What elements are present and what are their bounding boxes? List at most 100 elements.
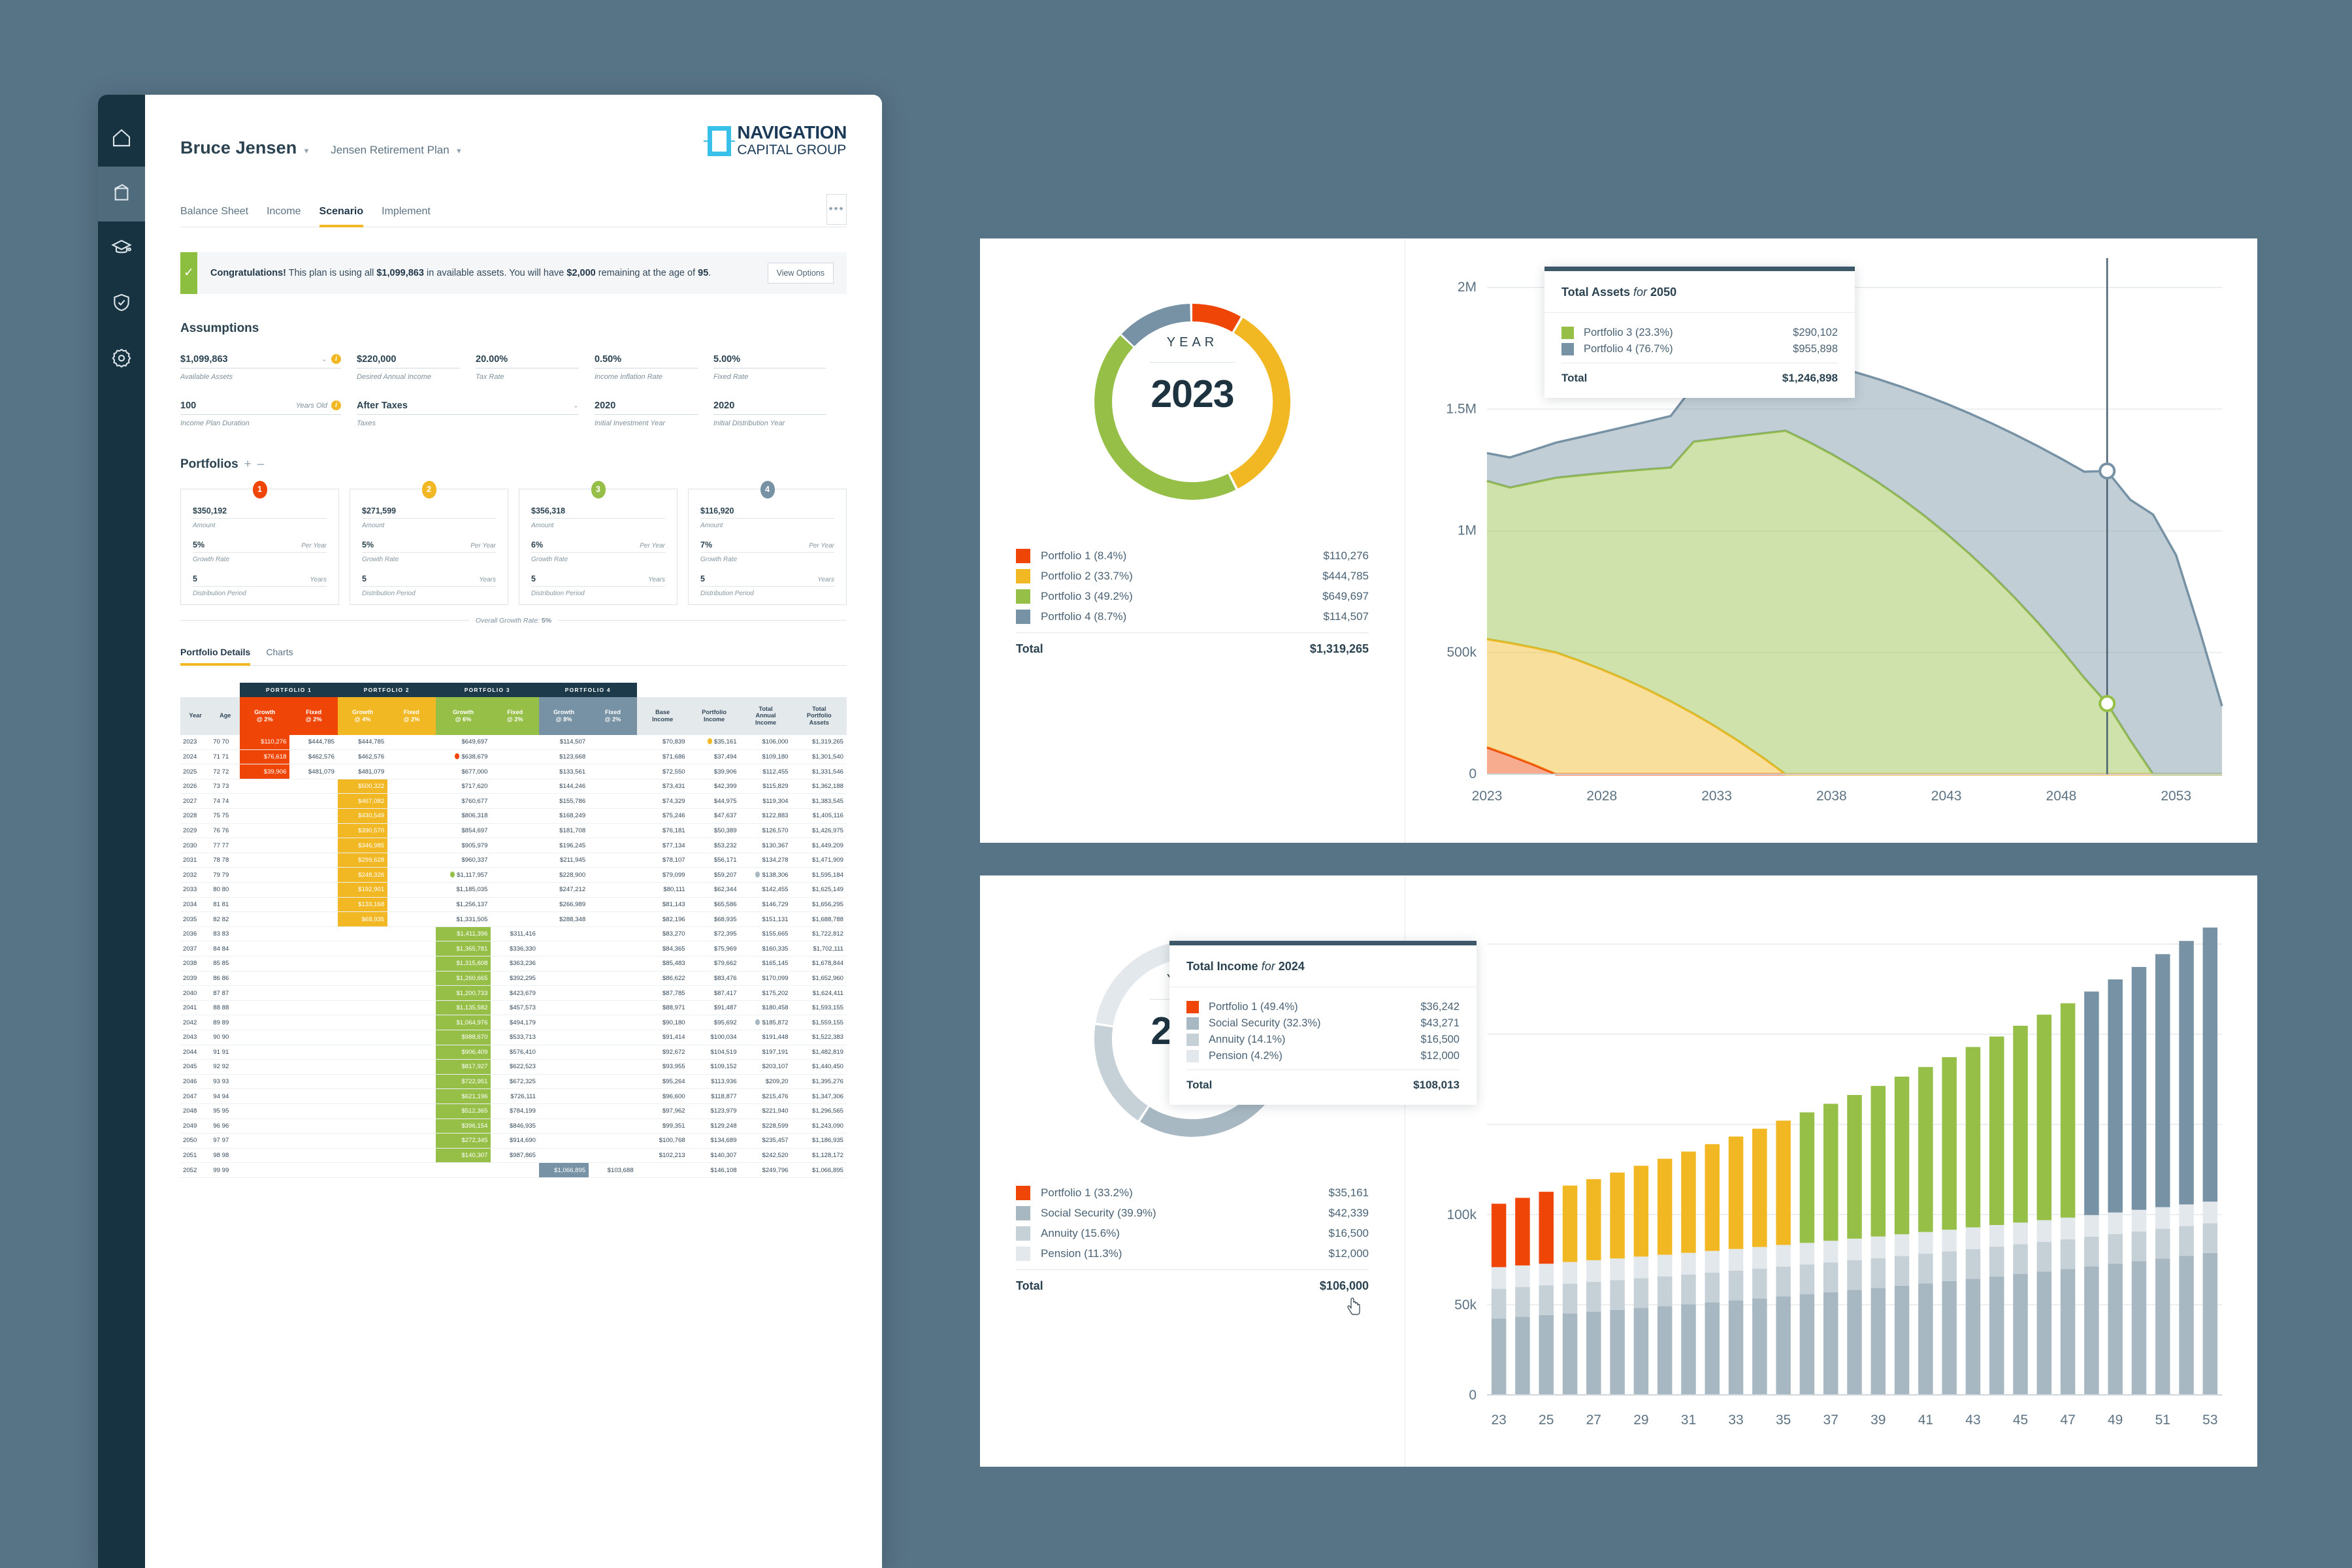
income-legend-item[interactable]: Portfolio 1 (33.2%) $35,161 — [1016, 1183, 1369, 1203]
portfolio-growth-field[interactable]: 6% Per Year Growth Rate — [531, 540, 665, 563]
field-taxes[interactable]: After Taxes ⌄ Taxes — [357, 400, 595, 427]
table-row[interactable]: 2027 74 74 $467,082 $760,677 $155,786 $74,329… — [180, 793, 847, 809]
cell-year: 2051 — [180, 1148, 211, 1164]
table-row[interactable]: 2041 88 88 $1,135,582 $457,573 $88,971 $91,48… — [180, 1000, 847, 1016]
table-row[interactable]: 2023 70 70 $110,276 $444,785 $444,785 $649,69… — [180, 734, 847, 750]
portfolio-distribution-field[interactable]: 5 Years Distribution Period — [193, 574, 327, 597]
portfolio-card-1[interactable]: 1 $350,192 Amount 5% Per Year Growth Rate 5 Yea… — [180, 480, 339, 605]
sidebar-item-protection[interactable] — [98, 276, 145, 331]
table-row[interactable]: 2046 93 93 $722,951 $672,325 $95,264 $113,936… — [180, 1074, 847, 1090]
tab-income[interactable]: Income — [267, 205, 301, 217]
field-income-inflation-rate[interactable]: 0.50% Income Inflation Rate — [595, 354, 713, 381]
table-column-header: Total Portfolio Assets — [791, 696, 847, 735]
tab-portfolio-details[interactable]: Portfolio Details — [180, 647, 251, 666]
portfolio-distribution-field[interactable]: 5 Years Distribution Period — [531, 574, 665, 597]
cell-p3f: $392,295 — [491, 971, 539, 987]
tab-implement[interactable]: Implement — [382, 205, 431, 217]
sidebar-item-plan[interactable] — [98, 167, 145, 221]
income-legend-item[interactable]: Pension (11.3%) $12,000 — [1016, 1243, 1369, 1264]
table-row[interactable]: 2026 73 73 $500,322 $717,620 $144,246 $73,431… — [180, 779, 847, 794]
table-row[interactable]: 2049 96 96 $396,154 $846,935 $99,351 $129,248… — [180, 1119, 847, 1134]
income-legend-item[interactable]: Annuity (15.6%) $16,500 — [1016, 1223, 1369, 1243]
cell-p4g: $288,348 — [538, 911, 589, 927]
sidebar-item-home[interactable] — [98, 112, 145, 167]
table-row[interactable]: 2043 90 90 $988,670 $533,713 $91,414 $100,034… — [180, 1030, 847, 1045]
portfolio-growth-field[interactable]: 5% Per Year Growth Rate — [362, 540, 496, 563]
table-row[interactable]: 2031 78 78 $299,628 $960,337 $211,945 $78,107… — [180, 853, 847, 868]
portfolio-amount-field[interactable]: $116,920 Amount — [700, 506, 834, 529]
table-row[interactable]: 2024 71 71 $76,618 $462,576 $462,576 $638,679… — [180, 749, 847, 765]
portfolio-amount-field[interactable]: $271,599 Amount — [362, 506, 496, 529]
cell-p3g: $760,677 — [435, 793, 491, 809]
cell-base: $73,431 — [636, 779, 689, 794]
table-row[interactable]: 2028 75 75 $430,549 $806,318 $168,249 $75,246… — [180, 808, 847, 824]
table-row[interactable]: 2036 83 83 $1,411,396 $311,416 $83,270 $72,39… — [180, 926, 847, 942]
assets-area-chart[interactable]: 0 500k 1M 1.5M 2M 2023 2028 2033 2038 2043 2048 205… — [1405, 238, 2258, 843]
info-icon[interactable]: i — [331, 354, 341, 365]
field-initial-distribution-year[interactable]: 2020 Initial Distribution Year — [713, 400, 826, 427]
table-row[interactable]: 2042 89 89 $1,064,976 $494,179 $90,180 $95,69… — [180, 1015, 847, 1030]
table-row[interactable]: 2038 85 85 $1,315,608 $363,236 $85,483 $79,66… — [180, 956, 847, 972]
table-row[interactable]: 2025 72 72 $39,906 $481,079 $481,079 $677,000… — [180, 764, 847, 779]
table-row[interactable]: 2044 91 91 $906,409 $576,410 $92,672 $104,519… — [180, 1045, 847, 1060]
field-tax-rate[interactable]: 20.00% Tax Rate — [476, 354, 595, 381]
cell-p2f — [387, 764, 436, 779]
more-options-button[interactable]: ••• — [826, 193, 847, 225]
table-row[interactable]: 2051 98 98 $140,307 $987,865 $102,213 $140,30… — [180, 1148, 847, 1164]
assets-legend-item[interactable]: Portfolio 3 (49.2%) $649,697 — [1016, 586, 1369, 606]
field-income-plan-duration[interactable]: 100 Years Old i Income Plan Duration — [180, 400, 357, 427]
banner-age: 95 — [698, 267, 709, 278]
field-initial-investment-year[interactable]: 2020 Initial Investment Year — [595, 400, 713, 427]
tab-charts[interactable]: Charts — [266, 646, 293, 657]
cell-p2f — [387, 1162, 436, 1178]
portfolio-card-3[interactable]: 3 $356,318 Amount 6% Per Year Growth Rate 5 Yea… — [519, 480, 678, 605]
income-bar-chart[interactable]: 0 50k 100k 23 25 27 29 31 33 35 37 39 41 43 45 47 49 51 53 — [1405, 875, 2258, 1467]
portfolio-distribution-field[interactable]: 5 Years Distribution Period — [362, 574, 496, 597]
table-row[interactable]: 2052 99 99 $1,066,895 $103,688 $146,108 $249,… — [180, 1162, 847, 1178]
table-row[interactable]: 2030 77 77 $346,985 $905,979 $196,245 $77,134… — [180, 838, 847, 853]
table-row[interactable]: 2045 92 92 $817,927 $622,523 $93,955 $109,152… — [180, 1059, 847, 1075]
table-group-header: PORTFOLIO 4 — [538, 682, 637, 697]
table-row[interactable]: 2034 81 81 $133,168 $1,256,137 $266,989 $81,1… — [180, 897, 847, 913]
cell-pinc: $113,936 — [688, 1074, 740, 1090]
portfolio-card-2[interactable]: 2 $271,599 Amount 5% Per Year Growth Rate 5 Yea… — [350, 480, 508, 605]
cell-p3f — [491, 764, 539, 779]
client-selector[interactable]: Bruce Jensen ▾ — [180, 138, 308, 158]
field-desired-annual-income[interactable]: $220,000 Desired Annual Income — [357, 354, 476, 381]
assets-legend-item[interactable]: Portfolio 2 (33.7%) $444,785 — [1016, 566, 1369, 586]
table-row[interactable]: 2040 87 87 $1,200,733 $423,679 $87,785 $87,41… — [180, 985, 847, 1001]
table-row[interactable]: 2033 80 80 $192,901 $1,185,035 $247,212 $80,1… — [180, 882, 847, 898]
plan-selector[interactable]: Jensen Retirement Plan ▾ — [331, 144, 461, 157]
table-row[interactable]: 2039 86 86 $1,260,665 $392,295 $86,622 $83,47… — [180, 971, 847, 987]
remove-portfolio-button[interactable]: – — [257, 457, 265, 471]
field-available-assets[interactable]: $1,099,863 ⌄ i Available Assets — [180, 354, 357, 381]
portfolio-growth-field[interactable]: 7% Per Year Growth Rate — [700, 540, 834, 563]
assets-legend-item[interactable]: Portfolio 1 (8.4%) $110,276 — [1016, 546, 1369, 566]
table-row[interactable]: 2050 97 97 $272,345 $914,690 $100,768 $134,68… — [180, 1133, 847, 1149]
portfolio-growth-field[interactable]: 5% Per Year Growth Rate — [193, 540, 327, 563]
add-portfolio-button[interactable]: + — [244, 457, 252, 471]
field-fixed-rate[interactable]: 5.00% Fixed Rate — [713, 354, 826, 381]
table-row[interactable]: 2047 94 94 $621,196 $726,111 $96,600 $118,877… — [180, 1088, 847, 1104]
tab-balance-sheet[interactable]: Balance Sheet — [180, 205, 249, 217]
sidebar-item-education[interactable] — [98, 221, 145, 276]
portfolio-amount-field[interactable]: $350,192 Amount — [193, 506, 327, 529]
table-row[interactable]: 2048 95 95 $512,365 $784,199 $97,962 $123,979… — [180, 1103, 847, 1119]
portfolio-card-4[interactable]: 4 $116,920 Amount 7% Per Year Growth Rate 5 Yea… — [688, 480, 847, 605]
income-legend-item[interactable]: Social Security (39.9%) $42,339 — [1016, 1203, 1369, 1223]
cell-pinc: $50,389 — [688, 823, 740, 839]
table-row[interactable]: 2035 82 82 $68,935 $1,331,505 $288,348 $82,19… — [180, 911, 847, 927]
assets-legend-item[interactable]: Portfolio 4 (8.7%) $114,507 — [1016, 606, 1369, 627]
portfolio-growth-value: 5% — [193, 540, 205, 549]
portfolio-distribution-label: Distribution Period — [193, 589, 246, 597]
sidebar-item-settings[interactable] — [98, 331, 145, 386]
portfolio-distribution-field[interactable]: 5 Years Distribution Period — [700, 574, 834, 597]
table-row[interactable]: 2029 76 76 $390,570 $854,697 $181,708 $76,181… — [180, 823, 847, 839]
tab-scenario[interactable]: Scenario — [319, 206, 364, 227]
table-row[interactable]: 2032 79 79 $248,326 $1,117,957 $228,900 $79,0… — [180, 867, 847, 883]
assets-donut-chart[interactable] — [1016, 284, 1369, 519]
table-row[interactable]: 2037 84 84 $1,365,781 $336,330 $84,365 $75,96… — [180, 941, 847, 957]
view-options-button[interactable]: View Options — [767, 262, 834, 284]
portfolio-amount-field[interactable]: $356,318 Amount — [531, 506, 665, 529]
info-icon[interactable]: i — [331, 400, 341, 411]
